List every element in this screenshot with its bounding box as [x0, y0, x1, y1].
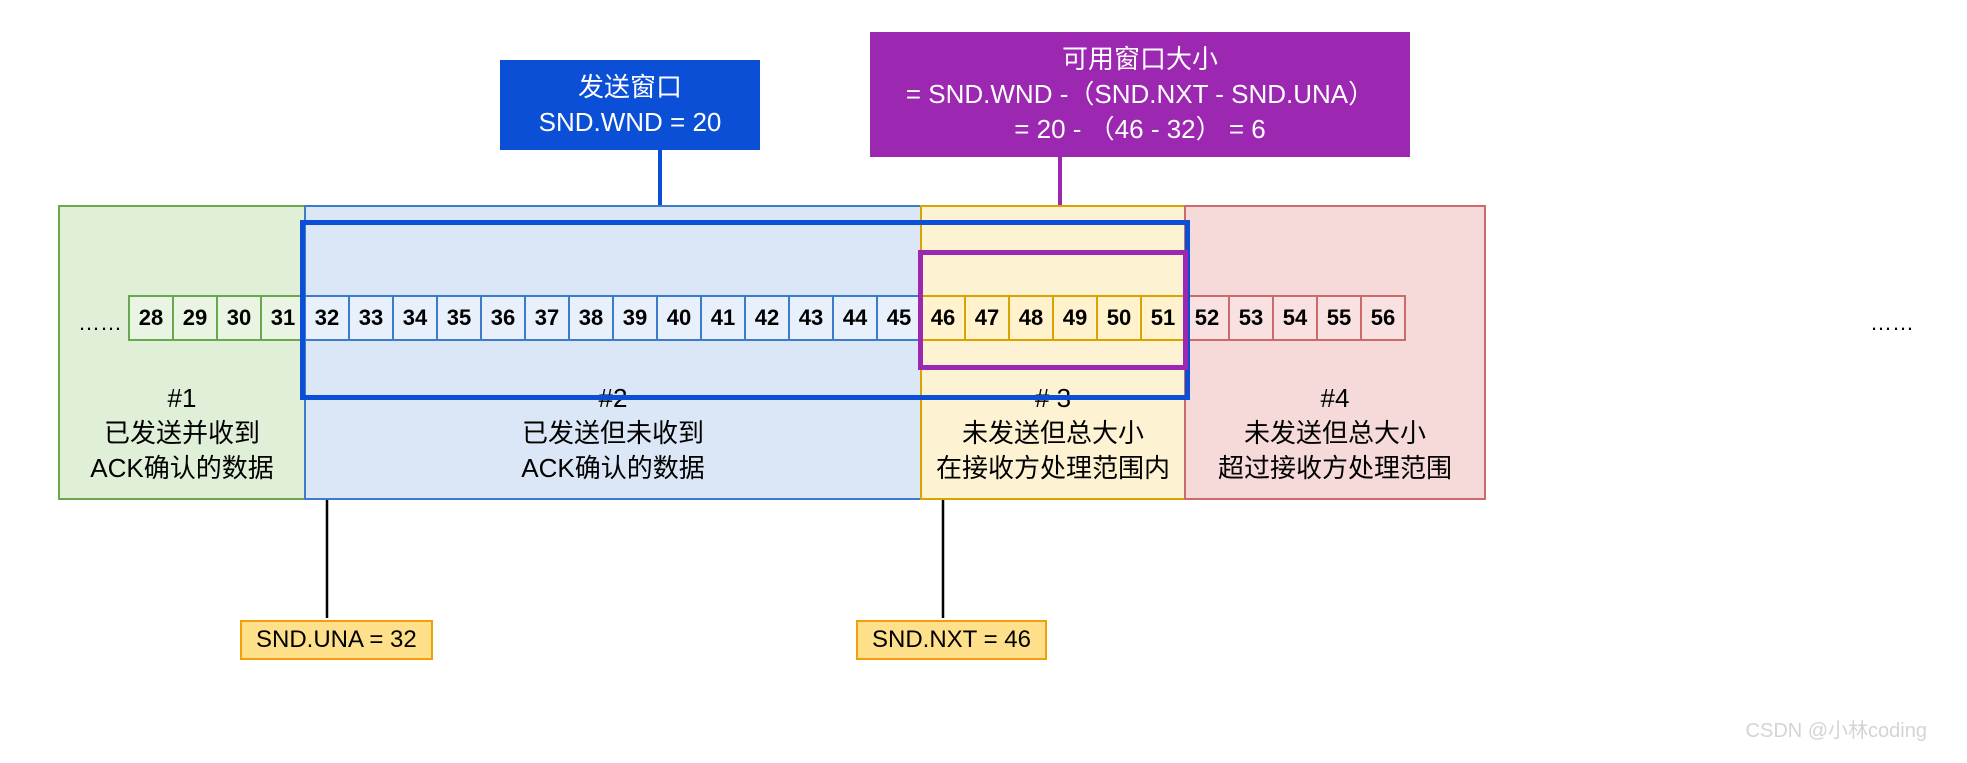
pointer-snd-nxt: SND.NXT = 46 [856, 620, 1047, 660]
seq-cell-28: 28 [128, 295, 174, 341]
seq-cell-55: 55 [1316, 295, 1362, 341]
seq-cell-54: 54 [1272, 295, 1318, 341]
region-label-r4: #4未发送但总大小超过接收方处理范围 [1186, 381, 1484, 486]
send-window-callout: 发送窗口SND.WND = 20 [500, 60, 760, 150]
watermark: CSDN @小林coding [1746, 714, 1927, 743]
usable-window-callout: 可用窗口大小= SND.WND -（SND.NXT - SND.UNA）= 20… [870, 32, 1410, 157]
region-r4: #4未发送但总大小超过接收方处理范围 [1184, 205, 1486, 500]
ellipsis-left: …… [78, 310, 122, 336]
tcp-sliding-window-diagram: #1已发送并收到ACK确认的数据#2已发送但未收到ACK确认的数据# 3未发送但… [0, 0, 1967, 763]
pointer-snd-una: SND.UNA = 32 [240, 620, 433, 660]
ellipsis-right: …… [1870, 310, 1914, 336]
region-label-r1: #1已发送并收到ACK确认的数据 [60, 381, 304, 486]
seq-cell-30: 30 [216, 295, 262, 341]
seq-cell-56: 56 [1360, 295, 1406, 341]
usable-window-frame [918, 250, 1188, 370]
region-r1: #1已发送并收到ACK确认的数据 [58, 205, 306, 500]
seq-cell-53: 53 [1228, 295, 1274, 341]
seq-cell-29: 29 [172, 295, 218, 341]
seq-cell-52: 52 [1184, 295, 1230, 341]
